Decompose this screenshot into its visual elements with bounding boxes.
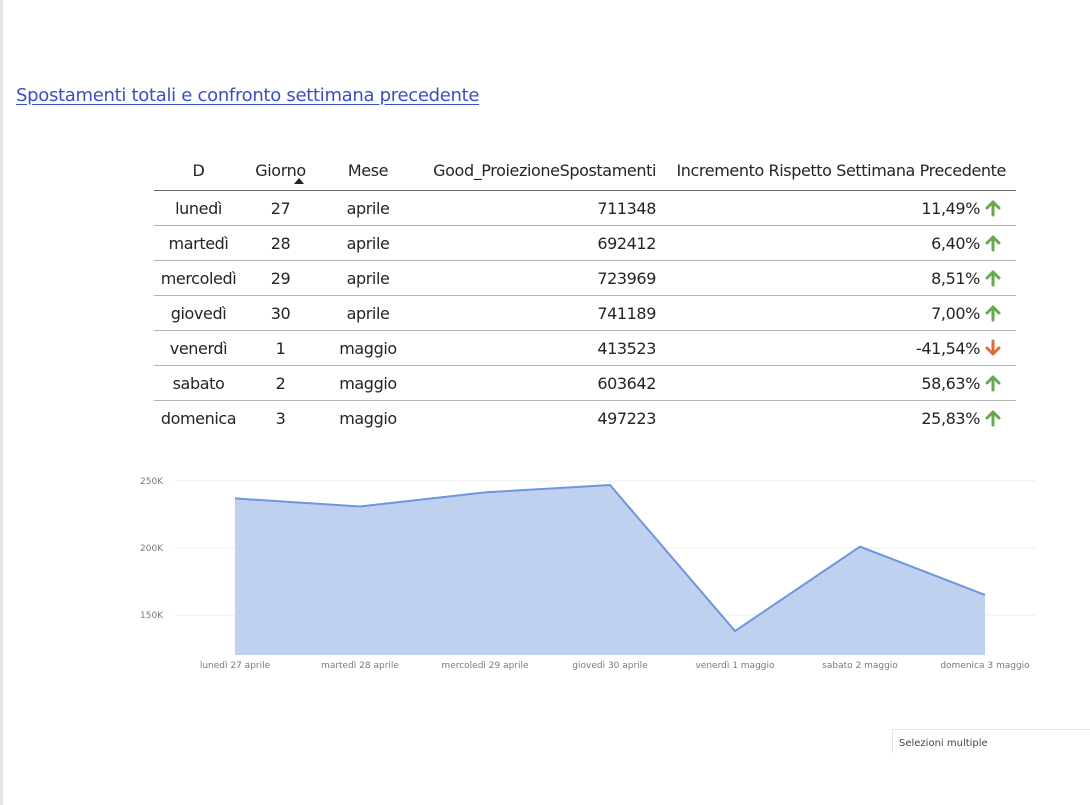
header-proiezione[interactable]: Good_ProiezioneSpostamenti bbox=[418, 150, 660, 191]
table-row[interactable]: mercoledì 29 aprile 723969 8,51% bbox=[154, 260, 1016, 296]
data-point[interactable] bbox=[357, 503, 363, 509]
cell-giorno: 2 bbox=[243, 365, 318, 401]
incremento-value: 58,63% bbox=[921, 373, 980, 393]
header-giorno[interactable]: Giorno bbox=[243, 150, 318, 191]
page-edge bbox=[0, 0, 3, 805]
y-tick-label: 200K bbox=[140, 544, 164, 554]
sort-ascending-icon[interactable] bbox=[294, 178, 304, 184]
cell-d: lunedì bbox=[154, 190, 243, 226]
table-row[interactable]: sabato 2 maggio 603642 58,63% bbox=[154, 365, 1016, 401]
multi-select-slicer[interactable]: Selezioni multiple bbox=[892, 729, 1090, 753]
cell-proiezione: 413523 bbox=[418, 330, 660, 366]
cell-giorno: 1 bbox=[243, 330, 318, 366]
cell-d: domenica bbox=[160, 408, 237, 428]
cell-giorno: 30 bbox=[243, 295, 318, 331]
header-mese[interactable]: Mese bbox=[294, 150, 418, 191]
report-title-link[interactable]: Spostamenti totali e confronto settimana… bbox=[16, 85, 480, 106]
data-point[interactable] bbox=[982, 592, 988, 598]
cell-proiezione: 741189 bbox=[418, 295, 660, 331]
data-point[interactable] bbox=[857, 544, 863, 550]
cell-giorno: 28 bbox=[243, 225, 318, 261]
data-point[interactable] bbox=[482, 489, 488, 495]
table-row[interactable]: venerdì 1 maggio 413523 -41,54% bbox=[154, 330, 1016, 366]
cell-giorno: 3 bbox=[275, 408, 286, 428]
cell-incremento: 11,49% bbox=[660, 190, 1016, 226]
x-tick-label: venerdì 1 maggio bbox=[695, 661, 775, 671]
cell-proiezione: 497223 bbox=[597, 408, 656, 428]
y-tick-label: 250K bbox=[140, 477, 164, 487]
cell-mese: aprile bbox=[318, 295, 418, 331]
cell-mese: aprile bbox=[318, 260, 418, 296]
cell-mese: aprile bbox=[318, 225, 418, 261]
arrow-up-icon bbox=[985, 305, 1001, 321]
y-tick-label: 150K bbox=[140, 611, 164, 621]
incremento-value: 6,40% bbox=[931, 233, 980, 253]
incremento-value: 7,00% bbox=[931, 303, 980, 323]
x-tick-label: giovedì 30 aprile bbox=[572, 661, 648, 671]
cell-incremento: 8,51% bbox=[660, 260, 1016, 296]
cell-incremento: 58,63% bbox=[660, 365, 1016, 401]
cell-incremento: 6,40% bbox=[660, 225, 1016, 261]
table-row[interactable]: giovedì 30 aprile 741189 7,00% bbox=[154, 295, 1016, 331]
cell-proiezione: 723969 bbox=[418, 260, 660, 296]
area-fill bbox=[235, 485, 985, 655]
data-point[interactable] bbox=[232, 495, 238, 501]
arrow-up-icon bbox=[985, 375, 1001, 391]
cell-proiezione: 692412 bbox=[418, 225, 660, 261]
incremento-value: 8,51% bbox=[931, 268, 980, 288]
cell-d: martedì bbox=[154, 225, 243, 261]
x-tick-label: martedì 28 aprile bbox=[321, 661, 399, 671]
header-mese-label: Mese bbox=[347, 160, 389, 180]
arrow-up-icon bbox=[985, 235, 1001, 251]
cell-d: mercoledì bbox=[154, 260, 243, 296]
cell-giorno: 29 bbox=[243, 260, 318, 296]
x-tick-label: lunedì 27 aprile bbox=[200, 661, 271, 671]
data-point[interactable] bbox=[732, 628, 738, 634]
incremento-value: 25,83% bbox=[921, 408, 980, 428]
cell-proiezione: 711348 bbox=[418, 190, 660, 226]
table-body: lunedì 27 aprile 711348 11,49% martedì 28 april… bbox=[154, 190, 1016, 436]
arrow-down-icon bbox=[985, 339, 1001, 355]
cell-mese: maggio bbox=[318, 330, 418, 366]
cell-incremento: -41,54% bbox=[660, 330, 1016, 366]
x-tick-label: sabato 2 maggio bbox=[822, 661, 898, 671]
cell-d: venerdì bbox=[154, 330, 243, 366]
table-header-row: D Giorno Mese Good_ProiezioneSpostamenti… bbox=[154, 150, 1016, 191]
cell-mese: maggio bbox=[339, 408, 397, 428]
cell-d: sabato bbox=[154, 365, 243, 401]
table-row[interactable]: martedì 28 aprile 692412 6,40% bbox=[154, 225, 1016, 261]
header-incremento[interactable]: Incremento Rispetto Settimana Precedente bbox=[660, 150, 1016, 191]
incremento-value: 11,49% bbox=[921, 198, 980, 218]
incremento-value: -41,54% bbox=[916, 338, 980, 358]
table-row[interactable]: domenica 3 maggio 497223 25,83% bbox=[154, 401, 1016, 436]
arrow-up-icon bbox=[985, 200, 1001, 216]
table-row[interactable]: lunedì 27 aprile 711348 11,49% bbox=[154, 190, 1016, 226]
cell-mese: aprile bbox=[318, 190, 418, 226]
series-line bbox=[234, 483, 986, 633]
data-point[interactable] bbox=[607, 482, 613, 488]
cell-giorno: 27 bbox=[243, 190, 318, 226]
cell-d: giovedì bbox=[154, 295, 243, 331]
x-tick-label: domenica 3 maggio bbox=[940, 661, 1030, 671]
header-d[interactable]: D bbox=[154, 150, 243, 191]
cell-incremento: 7,00% bbox=[660, 295, 1016, 331]
cell-mese: maggio bbox=[318, 365, 418, 401]
cell-incremento: 25,83% bbox=[660, 401, 1016, 436]
arrow-up-icon bbox=[985, 410, 1001, 426]
x-tick-label: mercoledì 29 aprile bbox=[441, 661, 529, 671]
arrow-up-icon bbox=[985, 270, 1001, 286]
data-table: D Giorno Mese Good_ProiezioneSpostamenti… bbox=[154, 150, 1016, 435]
cell-proiezione: 603642 bbox=[418, 365, 660, 401]
area-chart: 150K 200K 250K lunedì 27 aprile martedì 28 a… bbox=[140, 477, 1035, 671]
